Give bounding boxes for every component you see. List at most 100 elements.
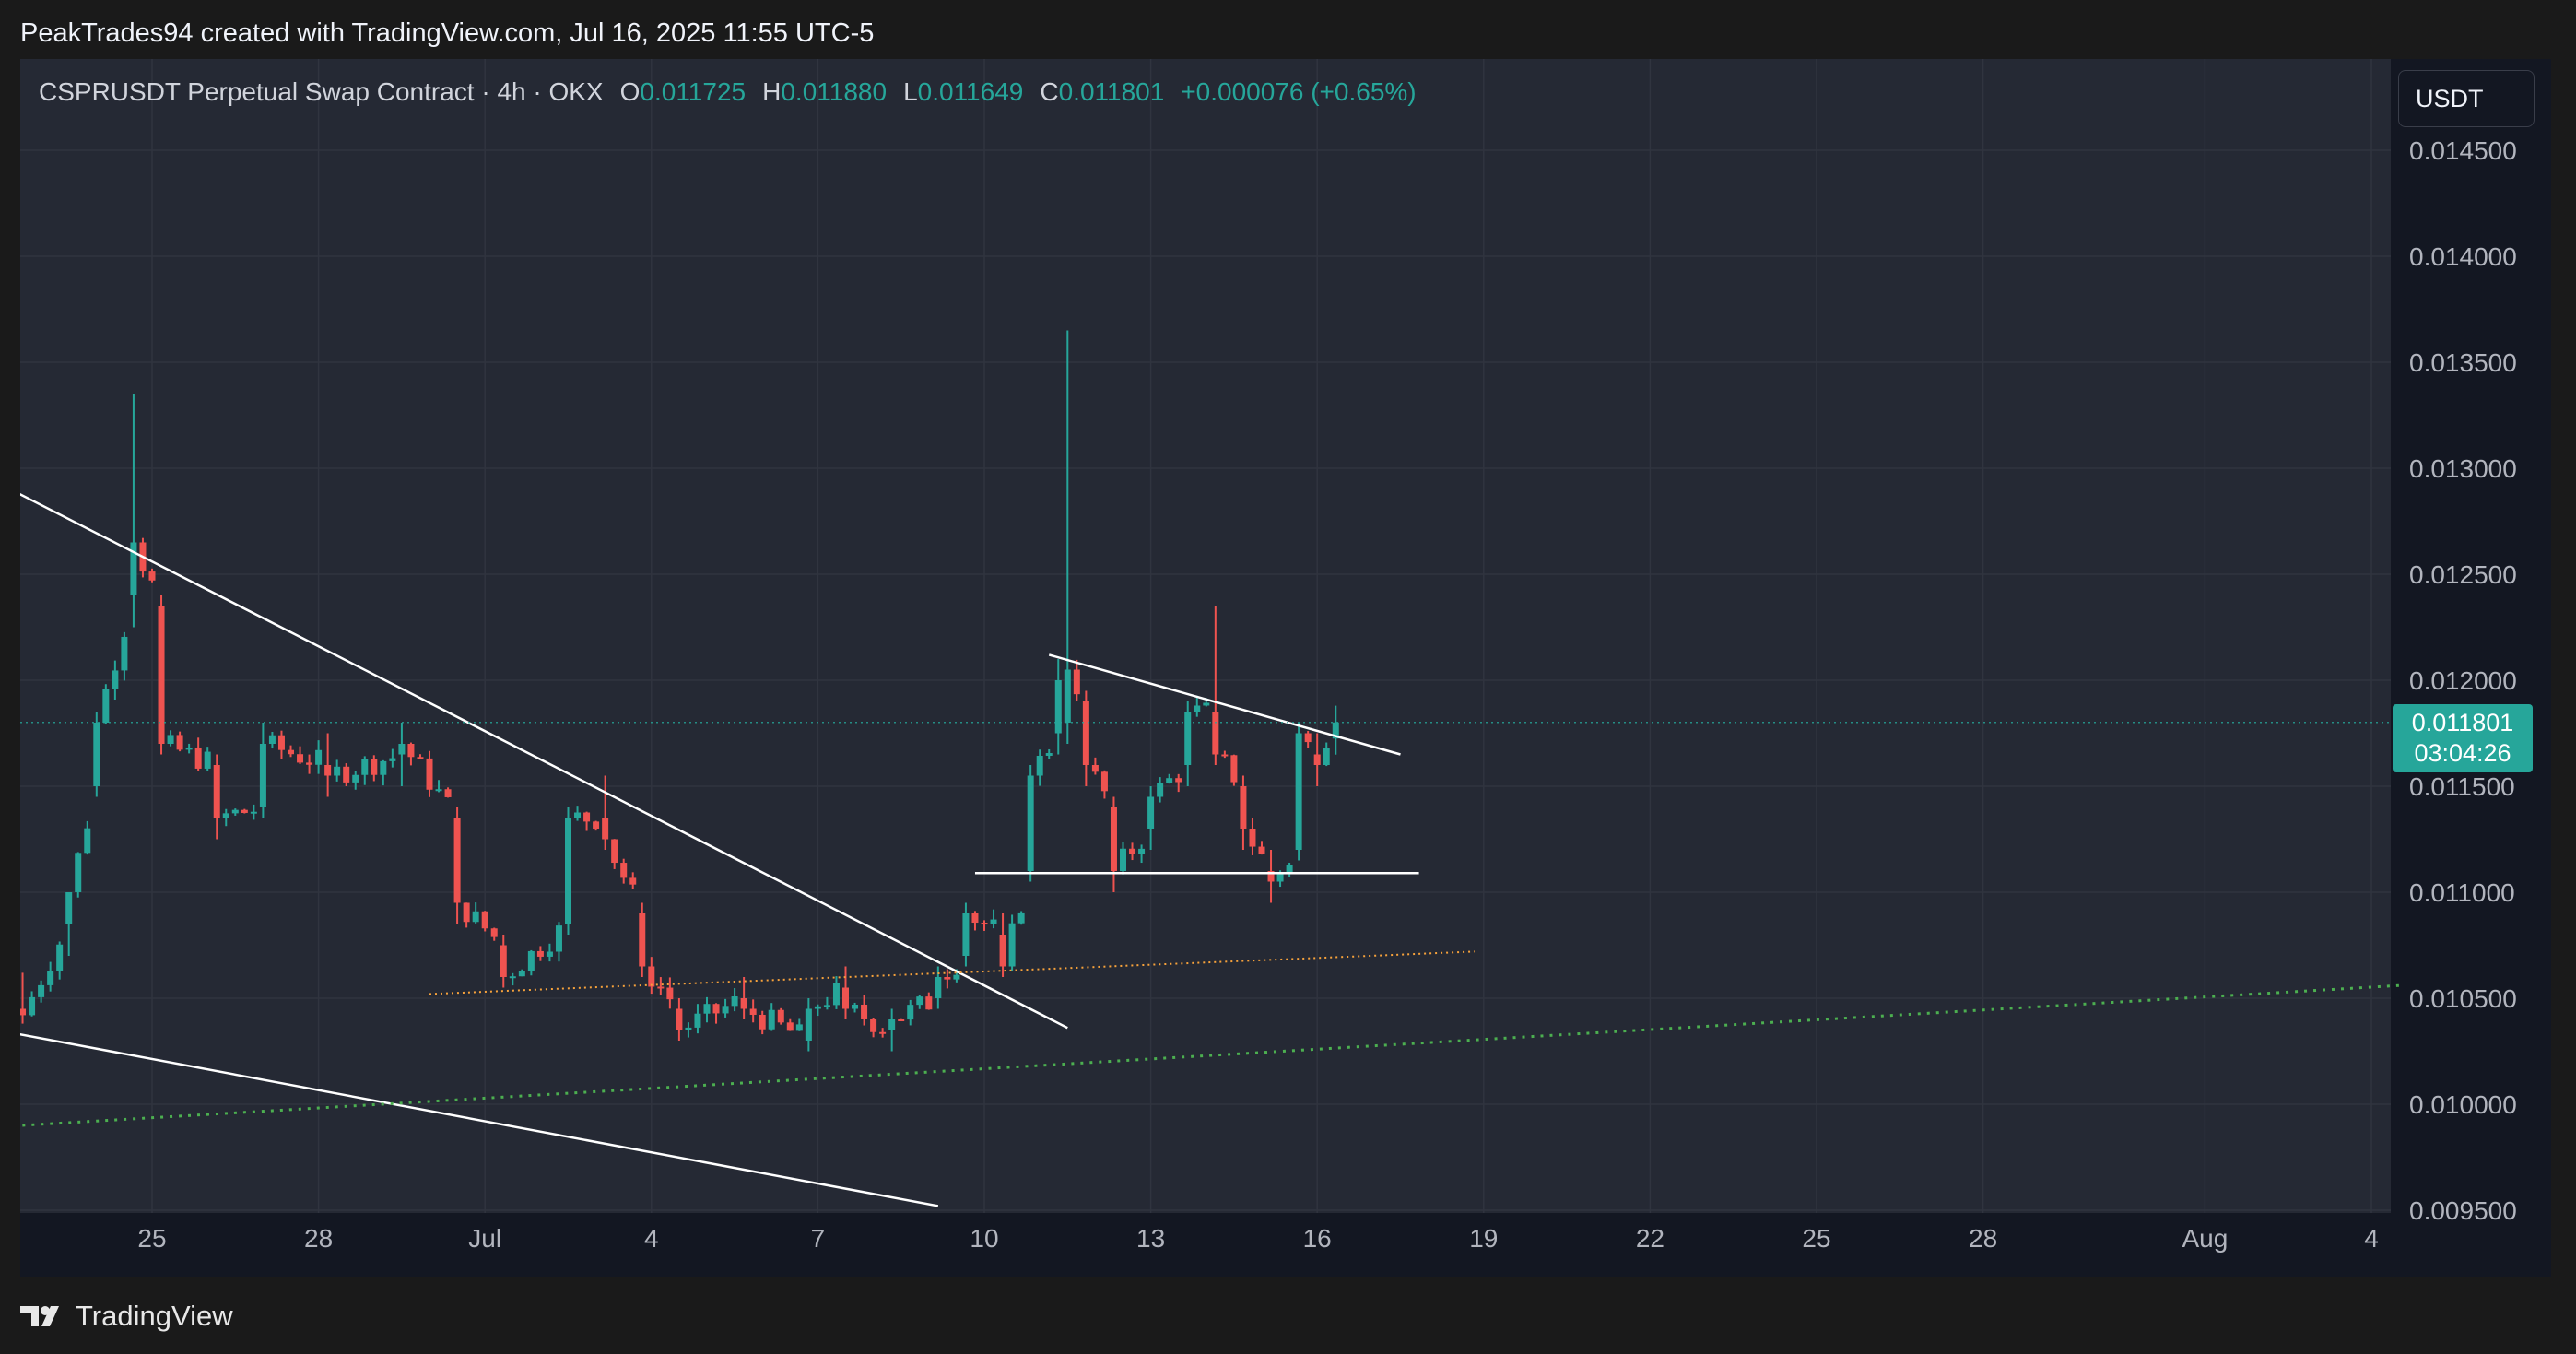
candle-body xyxy=(194,747,202,769)
candle xyxy=(888,1008,896,1052)
candle xyxy=(1304,731,1312,748)
candle-body xyxy=(315,749,323,765)
candle-body xyxy=(268,735,276,744)
candle xyxy=(315,740,323,774)
candle xyxy=(962,902,970,967)
time-tick-label: 25 xyxy=(1802,1224,1830,1253)
candle-body xyxy=(1295,733,1302,850)
low-label: L xyxy=(903,77,918,106)
candle-body xyxy=(870,1018,877,1032)
candle-body xyxy=(130,542,137,595)
candle-body xyxy=(1120,848,1126,871)
candle xyxy=(380,759,387,786)
candle xyxy=(1064,330,1071,744)
candle xyxy=(1184,701,1192,786)
time-tick-label: Jul xyxy=(468,1224,501,1253)
symbol-title[interactable]: CSPRUSDT Perpetual Swap Contract · 4h · … xyxy=(39,77,604,106)
candle-body xyxy=(593,821,600,830)
candle-body xyxy=(84,828,91,854)
candle-body xyxy=(666,987,674,1000)
candle xyxy=(84,820,91,855)
candle xyxy=(768,1003,775,1031)
candlestick-chart[interactable]: 0.014500 0.014000 0.013500 0.013000 0.012500… xyxy=(20,59,2551,1277)
candle xyxy=(231,808,239,816)
candle xyxy=(1138,844,1146,864)
change-value: +0.000076 (+0.65%) xyxy=(1181,77,1417,106)
candle-body xyxy=(861,1004,868,1019)
candle-body xyxy=(777,1009,784,1023)
bar-countdown: 03:04:26 xyxy=(2414,739,2511,767)
candle xyxy=(268,731,276,749)
candle-body xyxy=(231,809,239,814)
candle xyxy=(306,754,313,774)
candle xyxy=(194,737,202,771)
candle xyxy=(1212,606,1219,765)
candle-body xyxy=(222,813,229,818)
candle-body xyxy=(1027,775,1034,871)
candle xyxy=(731,988,738,1012)
candle xyxy=(472,902,479,924)
candle xyxy=(1295,723,1302,861)
candle xyxy=(288,745,294,758)
candle xyxy=(435,780,442,793)
candle xyxy=(112,660,119,700)
candle-body xyxy=(944,977,951,980)
time-tick-label: 22 xyxy=(1636,1224,1664,1253)
candle-body xyxy=(953,974,960,980)
candle xyxy=(740,977,747,1019)
chart-panel[interactable]: 0.014500 0.014000 0.013500 0.013000 0.012500… xyxy=(20,59,2551,1277)
candle-body xyxy=(981,923,988,925)
price-tick-label: 0.014000 xyxy=(2409,242,2517,271)
candle xyxy=(324,733,332,797)
candle xyxy=(555,922,562,962)
candle-body xyxy=(500,945,507,977)
tradingview-logo-icon xyxy=(20,1306,59,1326)
candle-body xyxy=(1258,846,1265,854)
candle xyxy=(898,1018,905,1021)
candle-body xyxy=(250,811,257,814)
currency-button[interactable]: USDT xyxy=(2398,70,2535,127)
candle xyxy=(786,1018,794,1031)
candle-body xyxy=(1184,712,1192,765)
candle xyxy=(490,927,498,941)
candle-body xyxy=(148,571,156,581)
candle-body xyxy=(121,636,128,671)
time-tick-label: 4 xyxy=(644,1224,659,1253)
candle-body xyxy=(962,913,970,956)
high-label: H xyxy=(762,77,782,106)
candle xyxy=(29,991,36,1017)
candle xyxy=(1258,841,1265,855)
candle xyxy=(204,747,211,771)
candle xyxy=(371,755,378,782)
candle xyxy=(999,913,1006,977)
candle xyxy=(1157,777,1164,803)
price-tick-label: 0.010000 xyxy=(2409,1090,2517,1119)
candle xyxy=(1267,850,1275,903)
price-tick-label: 0.011500 xyxy=(2409,772,2515,801)
candle xyxy=(1166,773,1173,784)
candle-body xyxy=(814,1006,821,1009)
candle xyxy=(870,1018,877,1038)
candle-body xyxy=(888,1019,896,1030)
time-axis xyxy=(20,1213,2551,1277)
candle-body xyxy=(1138,848,1146,854)
time-tick-label: 25 xyxy=(137,1224,166,1253)
candle xyxy=(1036,749,1043,786)
candle-body xyxy=(639,913,646,967)
candle-body xyxy=(389,758,396,761)
candle-body xyxy=(277,735,285,750)
candle-body xyxy=(102,689,110,723)
candle xyxy=(130,394,137,628)
candle xyxy=(907,999,914,1026)
footer-brand[interactable]: TradingView xyxy=(20,1298,233,1335)
open-label: O xyxy=(619,77,641,106)
candle xyxy=(759,1010,766,1035)
candle xyxy=(417,754,424,759)
falling-wedge-lower xyxy=(20,1032,939,1207)
candle-body xyxy=(703,1004,711,1014)
candle-body xyxy=(1276,872,1284,882)
candle xyxy=(407,742,415,766)
candle xyxy=(1008,914,1016,971)
candle xyxy=(56,941,64,980)
candle-body xyxy=(65,892,73,924)
